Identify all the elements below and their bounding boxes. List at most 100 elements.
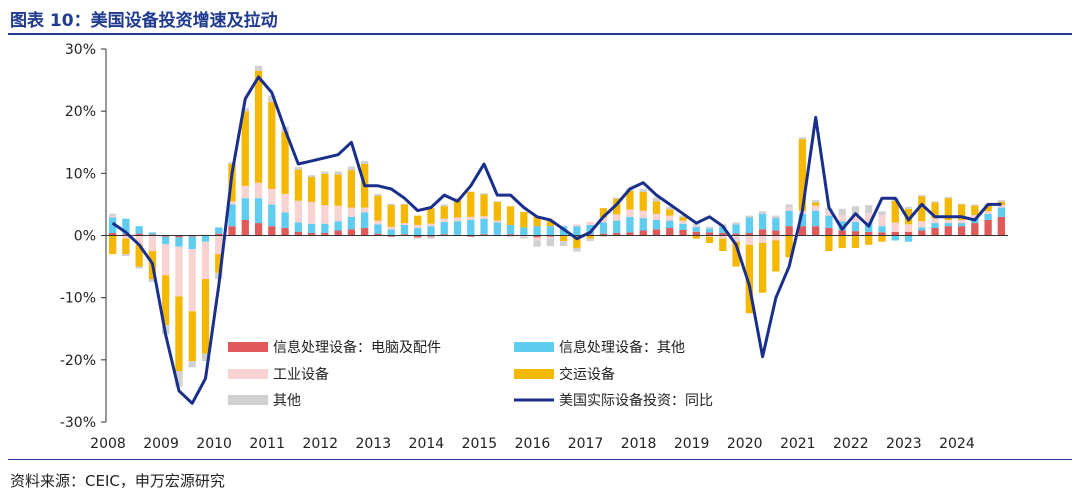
- bar-transport: [851, 235, 860, 248]
- bar-industrial: [254, 182, 263, 199]
- bar-industrial: [268, 188, 276, 205]
- bar-industrial: [281, 193, 289, 213]
- bar-computers: [254, 223, 263, 236]
- legend-label-computers: 信息处理设备：电脑及配件: [273, 339, 441, 356]
- bar-computers: [506, 234, 515, 236]
- bar-computers: [321, 233, 329, 236]
- bar-computers: [135, 233, 143, 236]
- bar-other: [666, 206, 674, 210]
- bar-transport: [162, 275, 170, 326]
- bar-computers: [586, 234, 594, 236]
- bar-other: [705, 226, 714, 229]
- bar-industrial: [679, 220, 687, 224]
- bar-computers: [772, 230, 780, 236]
- bar-industrial: [851, 215, 860, 222]
- bar-transport: [414, 215, 422, 225]
- bar-info_other: [440, 221, 448, 235]
- bar-other: [772, 215, 780, 219]
- bar-industrial: [506, 235, 515, 237]
- bar-info_other: [838, 221, 846, 231]
- bar-computers: [122, 234, 130, 236]
- bar-industrial: [188, 249, 196, 312]
- page-title: 图表 10：美国设备投资增速及拉动: [10, 11, 278, 31]
- bar-other: [506, 236, 515, 238]
- bar-transport: [347, 170, 356, 208]
- bar-transport: [745, 244, 753, 314]
- bar-other: [957, 203, 966, 205]
- bar-computers: [984, 219, 992, 236]
- x-tick-label: 2014: [409, 436, 445, 452]
- bar-transport: [175, 296, 183, 372]
- bar-industrial: [785, 207, 793, 211]
- y-tick-label: 10%: [65, 166, 96, 182]
- bar-computers: [467, 235, 475, 237]
- bar-other: [904, 206, 913, 209]
- bar-other: [414, 237, 422, 239]
- bar-transport: [758, 242, 767, 293]
- y-tick-label: 20%: [65, 104, 96, 120]
- bar-other: [480, 193, 488, 195]
- x-tick-label: 2021: [780, 436, 816, 452]
- bar-transport: [188, 311, 196, 362]
- bar-industrial: [148, 235, 157, 252]
- bar-transport: [122, 238, 130, 255]
- bar-computers: [798, 226, 807, 236]
- bar-other: [254, 65, 263, 71]
- bar-transport: [705, 236, 714, 243]
- bar-transport: [971, 205, 979, 215]
- bar-info_other: [719, 226, 727, 234]
- legend-swatch-transport: [514, 369, 554, 379]
- bar-transport: [387, 205, 395, 227]
- bar-transport: [321, 173, 329, 206]
- bar-other: [321, 171, 329, 174]
- bar-computers: [546, 235, 555, 237]
- x-tick-label: 2009: [143, 436, 179, 452]
- bar-info_other: [692, 226, 700, 232]
- bar-industrial: [652, 213, 661, 220]
- bar-industrial: [215, 235, 223, 255]
- legend-label-transport: 交运设备: [559, 366, 615, 383]
- bar-transport: [719, 238, 727, 252]
- bar-industrial: [493, 220, 501, 223]
- bar-industrial: [162, 244, 170, 276]
- x-tick-label: 2017: [568, 436, 604, 452]
- bar-other: [427, 236, 435, 239]
- bar-computers: [228, 226, 236, 236]
- bar-transport: [241, 111, 249, 186]
- bar-other: [546, 238, 555, 247]
- bar-other: [838, 208, 846, 215]
- bar-industrial: [745, 235, 753, 245]
- bar-transport: [520, 211, 528, 228]
- x-tick-label: 2008: [90, 436, 126, 452]
- bar-industrial: [321, 205, 329, 224]
- bar-other: [692, 224, 700, 226]
- bar-other: [387, 203, 395, 206]
- bar-industrial: [520, 235, 528, 238]
- bar-industrial: [599, 217, 608, 223]
- bar-computers: [480, 234, 488, 236]
- bar-industrial: [719, 235, 727, 239]
- bar-other: [201, 353, 210, 362]
- bar-computers: [626, 232, 634, 236]
- x-tick-label: 2013: [355, 436, 391, 452]
- bar-other: [639, 188, 647, 192]
- bar-info_other: [586, 224, 594, 235]
- bar-info_other: [162, 236, 170, 245]
- bar-computers: [639, 230, 647, 236]
- bar-transport: [732, 241, 740, 267]
- bar-transport: [334, 174, 342, 206]
- bar-other: [520, 237, 528, 239]
- bar-other: [758, 211, 767, 214]
- bar-transport: [294, 169, 302, 201]
- bar-computers: [414, 235, 422, 238]
- bar-info_other: [148, 232, 157, 235]
- bar-info_other: [546, 226, 555, 236]
- bar-computers: [148, 234, 157, 236]
- bar-computers: [334, 230, 342, 236]
- bar-industrial: [732, 235, 740, 242]
- bar-transport: [798, 139, 807, 211]
- bar-industrial: [692, 225, 700, 227]
- bar-computers: [215, 233, 223, 236]
- bar-transport: [838, 235, 846, 248]
- bar-transport: [652, 201, 661, 214]
